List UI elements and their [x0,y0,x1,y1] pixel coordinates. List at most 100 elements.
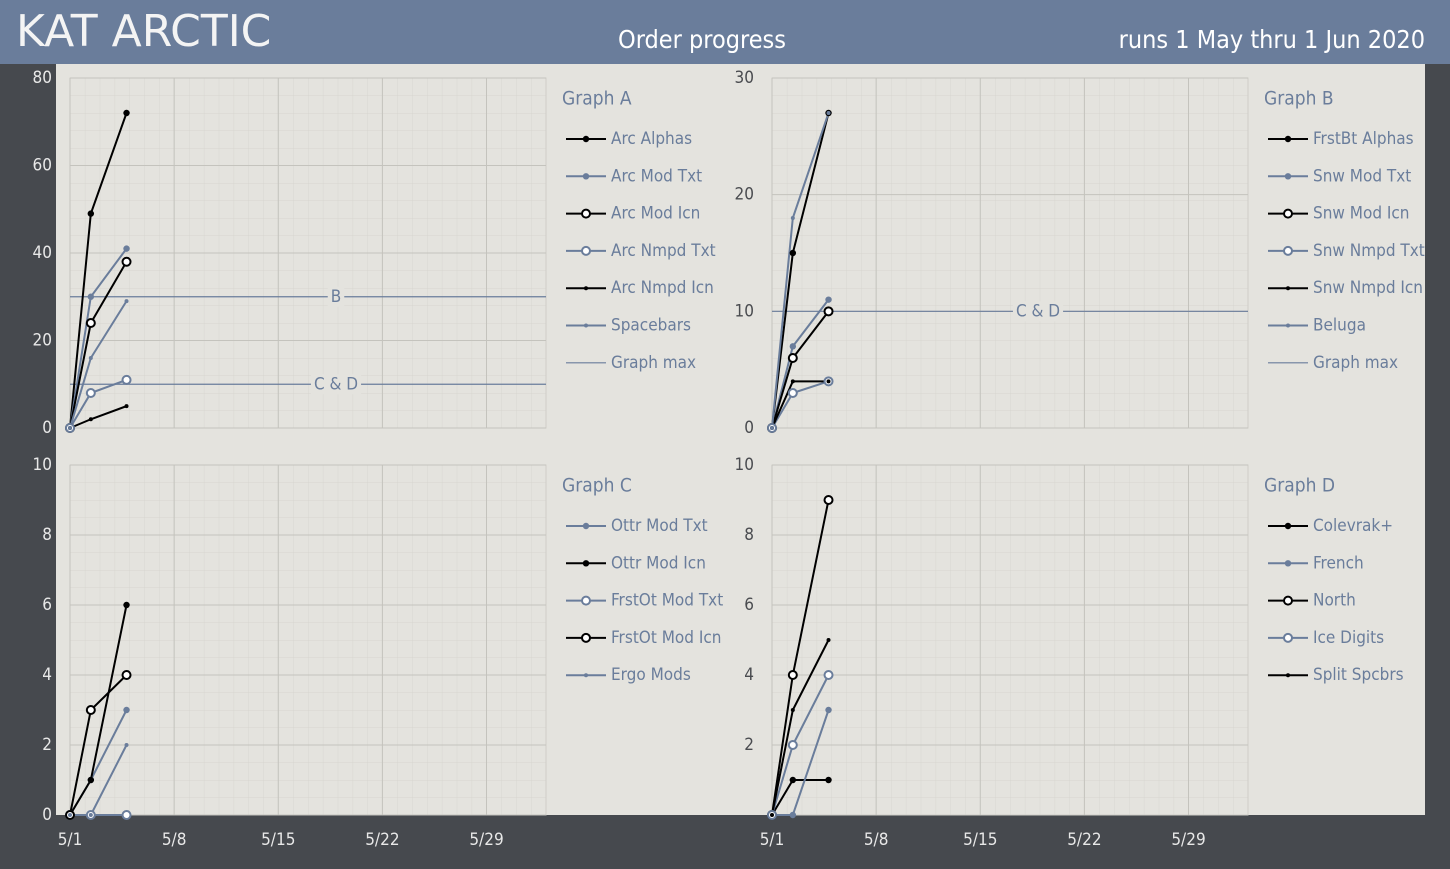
data-point [789,249,797,257]
brand: KAT ARCTIC [16,6,271,57]
legend-marker [582,560,590,567]
max-line-label-bg [310,374,362,395]
legend-label: FrstBt Alphas [1313,129,1414,149]
data-point [124,299,129,304]
legend-marker [1283,595,1293,606]
header-bar [0,0,1450,64]
data-point [123,109,130,117]
legend-marker [1284,560,1292,567]
data-point [825,706,832,714]
legend-label: Snw Mod Txt [1313,166,1411,186]
legend-marker [584,323,588,328]
data-point [789,811,797,819]
plot-area [771,77,1249,429]
legend-marker [1283,208,1293,219]
data-point [87,293,95,300]
data-point [823,306,834,317]
legend-marker [1284,522,1292,530]
legend-label: Beluga [1313,316,1366,336]
data-point [68,426,72,430]
legend-label: French [1313,553,1364,573]
y-tick-label: 0 [42,418,52,438]
data-point [825,776,832,784]
data-point [826,638,831,642]
legend-label: Ice Digits [1313,628,1384,648]
legend-label: North [1313,591,1356,611]
data-point [790,379,795,384]
legend-marker [582,522,590,530]
legend-label: Arc Mod Icn [611,204,700,224]
legend-marker [582,135,590,143]
legend-marker [1286,673,1290,678]
y-tick-label: 4 [42,665,52,685]
data-point [787,388,798,398]
legend-marker [1286,323,1290,328]
data-point [825,296,832,303]
legend-label: Ergo Mods [611,665,691,685]
max-line-label-bg [1012,301,1064,322]
legend-marker [581,595,591,606]
data-point [826,111,831,115]
legend-marker [1286,286,1290,291]
x-tick-label: 5/29 [1171,830,1205,850]
data-point [68,813,72,817]
y-tick-label: 30 [735,68,754,88]
data-point [826,379,831,384]
data-point [121,670,132,680]
data-point [790,708,795,712]
legend-title: Graph C [562,475,632,497]
y-tick-label: 10 [33,455,52,475]
data-point [124,404,129,409]
legend-marker [581,632,591,643]
legend-label: Arc Alphas [611,129,692,149]
y-tick-label: 8 [42,525,52,545]
y-tick-label: 2 [744,735,754,755]
x-tick-label: 5/8 [864,830,889,850]
data-point [123,601,130,609]
data-point [789,343,797,350]
legend-label: FrstOt Mod Txt [611,591,723,611]
x-tick-label: 5/22 [1067,830,1101,850]
legend-title: Graph A [562,88,632,110]
max-line-label-bg [327,286,345,307]
y-tick-label: 2 [42,735,52,755]
legend-label: Snw Nmpd Icn [1313,278,1423,298]
legend-label: Split Spcbrs [1313,665,1404,685]
page-title: Order progress [618,25,786,54]
legend-label: Graph max [1313,353,1398,373]
legend-marker [1283,632,1293,643]
data-point [123,245,130,252]
legend-title: Graph B [1264,88,1334,110]
data-point [787,740,798,750]
legend-marker [1284,135,1292,143]
legend-label: Ottr Mod Txt [611,516,708,536]
data-point [123,706,130,714]
y-tick-label: 6 [744,595,754,615]
data-point [790,216,795,220]
x-tick-label: 5/29 [469,830,503,850]
data-point [787,670,798,680]
x-tick-label: 5/1 [58,830,83,850]
data-point [85,705,96,715]
page-subtitle: runs 1 May thru 1 Jun 2020 [1119,25,1425,54]
legend-marker [581,208,591,219]
data-point [85,388,96,398]
y-tick-label: 0 [42,805,52,825]
legend-label: Graph max [611,353,696,373]
data-point [787,353,798,363]
legend-marker [1283,245,1293,256]
legend-label: Spacebars [611,316,691,336]
data-point [770,813,774,817]
legend-label: Arc Mod Txt [611,166,702,186]
legend-label: Colevrak+ [1313,516,1393,536]
legend-label: Ottr Mod Icn [611,553,706,573]
data-point [121,374,132,385]
y-tick-label: 40 [33,243,52,263]
plot-area [69,464,547,816]
legend-label: Arc Nmpd Icn [611,278,714,298]
legend-title: Graph D [1264,475,1335,497]
data-point [85,318,96,328]
legend-marker [582,173,590,180]
